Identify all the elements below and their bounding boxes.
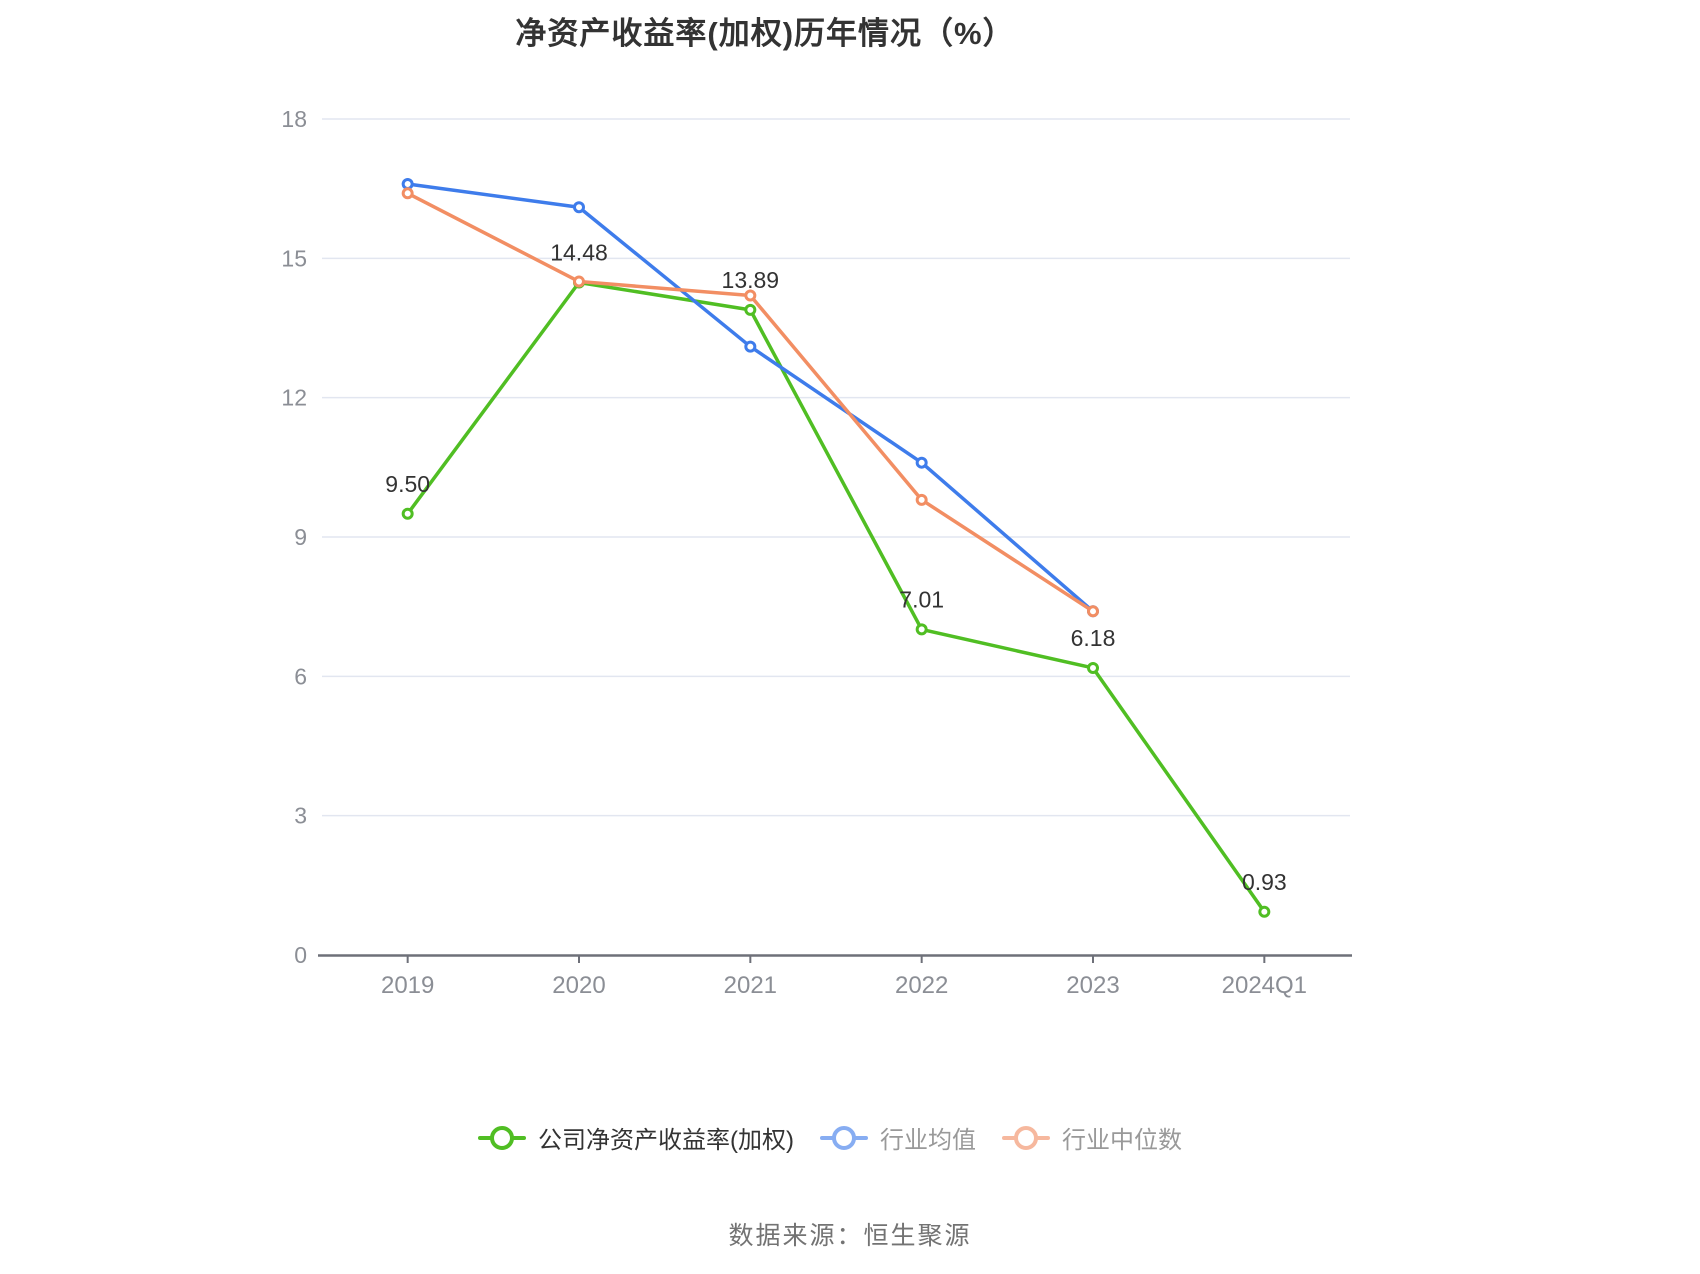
chart-title: 净资产收益率(加权)历年情况（%）	[515, 16, 1015, 51]
y-axis-tick-label: 3	[294, 803, 307, 829]
data-point-label: 14.48	[550, 239, 608, 265]
data-point-label: 6.18	[1071, 625, 1116, 651]
data-point-marker	[401, 178, 414, 191]
data-source-note: 数据来源：恒生聚源	[728, 1222, 972, 1250]
x-axis-tick-label: 2020	[552, 972, 605, 999]
y-axis-tick-label: 18	[281, 106, 307, 132]
data-point-marker	[744, 289, 757, 302]
series-company-roe: 9.50 14.48 13.89 7.01 6.18 0.93	[385, 239, 1287, 918]
data-point-label: 7.01	[899, 586, 944, 612]
legend-item-industry-mean[interactable]: 行业均值	[819, 1120, 976, 1155]
data-point-marker	[744, 340, 757, 353]
data-point-marker	[1087, 605, 1099, 618]
line-marker-icon	[819, 1124, 868, 1152]
y-axis-tick-label: 6	[294, 663, 307, 689]
legend-item-industry-median[interactable]: 行业中位数	[1001, 1120, 1182, 1155]
x-axis-tick-label: 2021	[724, 972, 777, 999]
data-point-label: 9.50	[385, 471, 430, 497]
series-line	[405, 191, 1095, 614]
data-point-label: 13.89	[722, 267, 780, 293]
x-axis: 2019 2020 2021 2022 2023 2024Q1	[318, 954, 1352, 999]
legend-item-label: 行业中位数	[1061, 1127, 1182, 1154]
y-axis-tick-label: 15	[281, 245, 307, 271]
legend-item-company-roe[interactable]: 公司净资产收益率(加权)	[478, 1120, 794, 1155]
y-axis-tick-label: 0	[294, 942, 307, 968]
legend: 公司净资产收益率(加权) 行业均值 行业中位数	[0, 1120, 1660, 1155]
y-axis-tick-label: 12	[281, 385, 307, 411]
y-axis-labels: 0 3 6 9 12 15 18	[281, 106, 307, 968]
data-point-marker	[744, 303, 757, 316]
x-axis-tick-label: 2023	[1066, 972, 1119, 999]
legend-item-label: 公司净资产收益率(加权)	[538, 1127, 794, 1154]
data-point-marker	[1258, 905, 1271, 918]
data-point-label: 0.93	[1242, 869, 1287, 895]
legend-item-label: 行业均值	[879, 1127, 976, 1154]
data-point-marker	[915, 456, 928, 469]
series-industry-median	[401, 187, 1099, 618]
data-point-marker	[1087, 661, 1099, 674]
x-axis-tick-label: 2019	[381, 972, 434, 999]
data-point-marker	[401, 187, 414, 200]
line-marker-icon	[478, 1124, 526, 1152]
x-axis-tick-label: 2022	[895, 972, 948, 999]
x-axis-tick-label: 2024Q1	[1222, 972, 1307, 999]
data-point-marker	[573, 275, 585, 288]
data-point-marker	[401, 507, 414, 520]
line-marker-icon	[1001, 1124, 1050, 1152]
y-axis-tick-label: 9	[294, 524, 307, 550]
series-line	[405, 280, 1267, 914]
data-point-marker	[915, 623, 928, 636]
data-point-marker	[915, 493, 928, 506]
data-point-marker	[573, 201, 585, 214]
